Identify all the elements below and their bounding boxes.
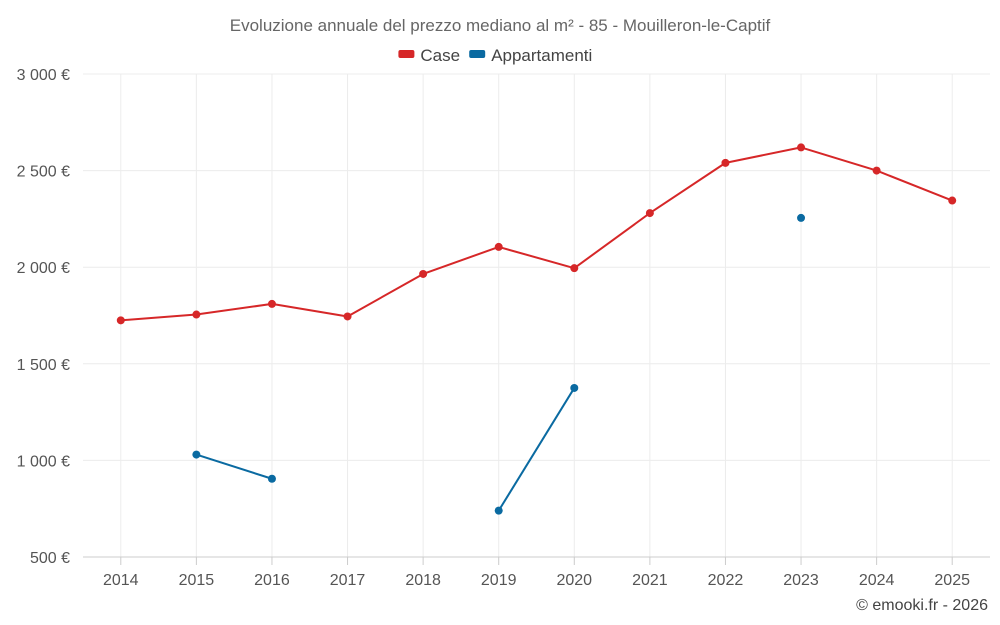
data-point <box>645 209 654 218</box>
x-tick-label: 2019 <box>481 572 517 589</box>
legend-item-appartamenti: Appartamenti <box>469 46 592 65</box>
chart-title: Evoluzione annuale del prezzo mediano al… <box>230 16 771 35</box>
data-point <box>267 474 276 483</box>
data-point <box>570 264 579 273</box>
x-tick-label: 2021 <box>632 572 668 589</box>
data-point <box>494 506 503 515</box>
chart-credit: © emooki.fr - 2026 <box>856 597 988 614</box>
series <box>116 143 957 515</box>
series-line-segment <box>120 146 953 322</box>
y-tick-label: 2 000 € <box>17 260 70 277</box>
series-case <box>116 143 957 325</box>
axes: 500 € 1 000 € 1 500 € 2 000 € 2 500 € 3 000 €… <box>17 67 990 589</box>
data-point <box>192 450 201 459</box>
y-tick-label: 1 500 € <box>17 357 70 374</box>
x-tick-label: 2017 <box>330 572 366 589</box>
data-point <box>494 242 503 251</box>
x-tick-label: 2022 <box>708 572 744 589</box>
data-point <box>116 316 125 325</box>
y-tick-label: 2 500 € <box>17 164 70 181</box>
x-tick-label: 2016 <box>254 572 290 589</box>
legend-swatch <box>469 50 486 58</box>
series-line-segment <box>196 453 273 480</box>
data-point <box>721 158 730 167</box>
x-tick-label: 2023 <box>783 572 819 589</box>
data-point <box>267 299 276 308</box>
series-line-segment <box>497 387 576 512</box>
data-point <box>419 269 428 278</box>
data-point <box>872 166 881 175</box>
data-point <box>192 310 201 319</box>
data-point <box>343 312 352 321</box>
legend-label: Case <box>420 46 460 65</box>
y-tick-label: 3 000 € <box>17 67 70 84</box>
x-tick-label: 2024 <box>859 572 895 589</box>
legend-swatch <box>398 50 415 58</box>
y-tick-label: 1 000 € <box>17 453 70 470</box>
x-tick-label: 2018 <box>405 572 441 589</box>
legend-item-case: Case <box>398 46 460 65</box>
series-appartamenti <box>192 213 806 515</box>
data-point <box>948 196 957 205</box>
data-point <box>570 383 579 392</box>
x-tick-label: 2014 <box>103 572 139 589</box>
x-tick-label: 2020 <box>556 572 592 589</box>
legend: Case Appartamenti <box>398 46 592 65</box>
x-tick-label: 2015 <box>179 572 215 589</box>
x-tick-label: 2025 <box>934 572 970 589</box>
data-point <box>797 213 806 222</box>
y-tick-label: 500 € <box>30 550 70 567</box>
grid <box>83 73 990 557</box>
data-point <box>797 143 806 152</box>
legend-label: Appartamenti <box>491 46 592 65</box>
